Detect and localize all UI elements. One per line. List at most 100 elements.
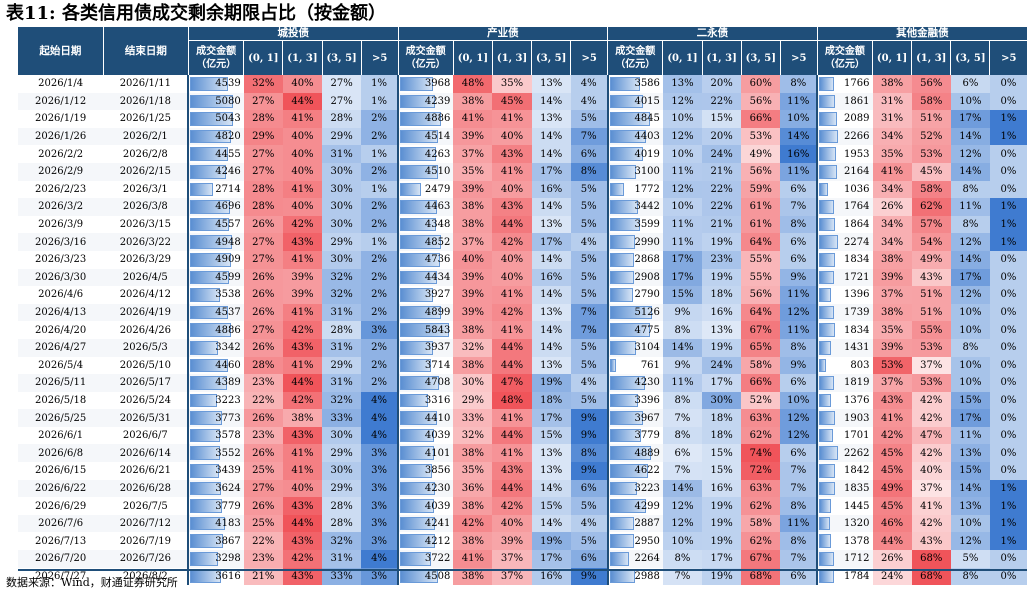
share-cell: 14% <box>950 250 990 269</box>
share-cell: 23% <box>243 426 283 445</box>
amount-data-bar <box>609 305 653 320</box>
amount-cell: 3442 <box>606 198 663 216</box>
share-cell: 58% <box>911 180 951 199</box>
amount-cell: 3616 <box>187 567 244 586</box>
amount-cell: 4263 <box>397 145 454 163</box>
share-cell: 39% <box>453 286 493 304</box>
share-cell: 4% <box>570 233 608 251</box>
share-cell: 1% <box>361 145 399 163</box>
share-cell: 2% <box>361 356 399 375</box>
share-cell: 41% <box>872 162 912 181</box>
share-cell: 40% <box>282 145 323 163</box>
amount-value: 4019 <box>634 148 660 160</box>
amount-cell: 3599 <box>606 215 663 234</box>
amount-cell: 2479 <box>397 180 454 199</box>
header-g2-bucket-3-5: (3, 5] <box>531 40 571 75</box>
amount-data-bar <box>819 252 835 267</box>
table-row: 2026/5/4 2026/5/10 4460 28% 41% 29% 2% 3714 38% 4… <box>18 356 1027 375</box>
amount-data-bar <box>190 305 229 320</box>
share-cell: 30% <box>322 180 362 199</box>
amount-data-bar <box>190 182 214 197</box>
amount-data-bar <box>819 182 828 197</box>
share-cell: 38% <box>453 497 493 515</box>
amount-cell: 4537 <box>187 303 244 322</box>
share-cell: 9% <box>780 268 818 287</box>
amount-cell: 4241 <box>397 514 454 533</box>
header-g4-bucket-0-1: (0, 1] <box>871 40 912 75</box>
share-cell: 5% <box>570 532 608 551</box>
data-table: 起始日期 结束日期 城投债 产业债 二永债 其他金融债 成交金额（亿元） (0, … <box>18 27 1027 586</box>
share-cell: 43% <box>492 462 532 480</box>
share-cell: 6% <box>662 444 703 463</box>
amount-value: 2988 <box>634 570 660 582</box>
amount-value: 4241 <box>424 518 451 530</box>
amount-data-bar <box>609 129 647 144</box>
amount-cell: 1036 <box>816 180 873 199</box>
share-cell: 22% <box>702 198 742 216</box>
table-row: 2026/2/2 2026/2/8 4455 27% 40% 31% 1% 4263 37% 43… <box>18 145 1027 163</box>
amount-value: 3104 <box>634 342 660 354</box>
amount-data-bar <box>609 323 650 337</box>
share-cell: 41% <box>282 180 323 199</box>
share-cell: 61% <box>741 198 781 216</box>
share-cell: 17% <box>531 162 571 181</box>
share-cell: 2% <box>361 268 399 287</box>
share-cell: 23% <box>243 550 283 568</box>
amount-value: 3396 <box>634 394 660 406</box>
group-header-chengtou: 城投债 <box>187 27 399 41</box>
amount-value: 1320 <box>844 518 870 530</box>
amount-data-bar <box>609 94 644 109</box>
amount-value: 1764 <box>844 201 870 213</box>
share-cell: 32% <box>322 532 362 551</box>
share-cell: 49% <box>741 145 781 163</box>
share-cell: 0% <box>989 268 1027 287</box>
amount-data-bar <box>609 147 644 161</box>
share-cell: 14% <box>531 286 571 304</box>
amount-cell: 5843 <box>397 321 454 339</box>
amount-value: 1903 <box>844 412 870 424</box>
table-row: 2026/2/9 2026/2/15 4246 27% 40% 30% 2% 4510 35% 4… <box>18 162 1027 181</box>
amount-data-bar <box>400 94 436 109</box>
share-cell: 6% <box>780 250 818 269</box>
share-cell: 0% <box>989 356 1027 375</box>
share-cell: 4% <box>361 409 399 427</box>
start-date-cell: 2026/5/18 <box>34 394 87 406</box>
amount-data-bar <box>609 481 637 496</box>
end-date-cell: 2026/2/15 <box>119 166 171 178</box>
share-cell: 42% <box>282 550 323 568</box>
share-cell: 13% <box>531 462 571 480</box>
amount-cell: 4696 <box>187 198 244 216</box>
share-cell: 42% <box>282 321 323 339</box>
share-cell: 42% <box>911 409 951 427</box>
share-cell: 0% <box>989 303 1027 322</box>
amount-cell: 4389 <box>187 374 244 392</box>
share-cell: 9% <box>780 356 818 375</box>
share-cell: 14% <box>531 92 571 111</box>
amount-value: 1036 <box>844 183 870 195</box>
share-cell: 46% <box>872 514 912 533</box>
share-cell: 42% <box>282 391 323 410</box>
share-cell: 40% <box>282 479 323 498</box>
share-cell: 42% <box>492 303 532 322</box>
share-cell: 42% <box>453 514 493 533</box>
amount-cell: 1766 <box>816 75 873 93</box>
share-cell: 64% <box>741 233 781 251</box>
amount-value: 3722 <box>424 553 451 565</box>
share-cell: 19% <box>531 374 571 392</box>
share-cell: 28% <box>322 321 362 339</box>
share-cell: 27% <box>243 92 283 111</box>
amount-data-bar <box>400 481 436 496</box>
amount-data-bar <box>400 340 433 355</box>
amount-value: 4389 <box>215 377 241 389</box>
amount-data-bar <box>400 217 437 232</box>
share-cell: 53% <box>741 127 781 146</box>
share-cell: 30% <box>322 462 362 480</box>
end-date-cell: 2026/4/19 <box>119 307 171 319</box>
table-row: 2026/4/27 2026/5/3 3342 26% 43% 31% 2% 3937 32% 4… <box>18 338 1027 357</box>
share-cell: 37% <box>453 145 493 163</box>
amount-cell: 4039 <box>397 497 454 515</box>
amount-value: 4845 <box>634 113 660 125</box>
share-cell: 5% <box>570 338 608 357</box>
share-cell: 7% <box>662 462 703 480</box>
amount-cell: 4230 <box>397 479 454 498</box>
